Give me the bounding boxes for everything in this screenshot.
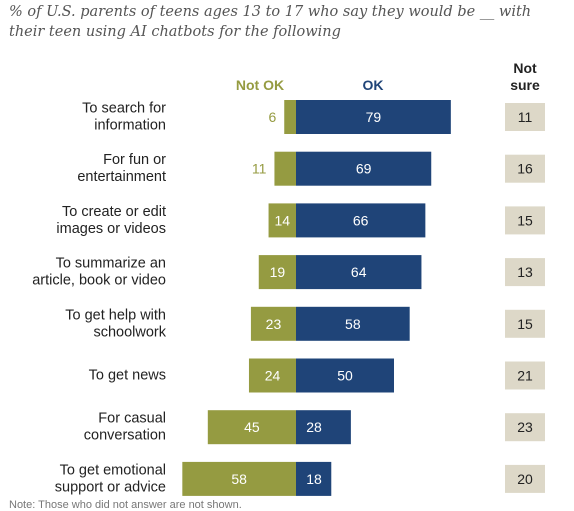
- category-label: To get help with: [65, 307, 166, 323]
- ok-bar: [296, 461, 332, 496]
- legend-label: sure: [510, 77, 540, 93]
- not-ok-value-label: 23: [266, 316, 282, 332]
- ok-value-label: 69: [356, 161, 372, 177]
- category-label: To search for: [82, 101, 166, 117]
- ok-bar: [296, 306, 410, 341]
- not-sure-value-label: 21: [517, 368, 533, 384]
- ok-value-label: 28: [306, 419, 322, 435]
- category-label: conversation: [84, 428, 166, 444]
- ok-value-label: 18: [306, 471, 322, 487]
- not-sure-value-label: 11: [518, 109, 533, 125]
- ok-bar: [296, 358, 394, 393]
- not-sure-box: [505, 258, 545, 287]
- not-ok-value-label: 58: [231, 471, 247, 487]
- category-label: support or advice: [55, 479, 166, 495]
- legend-label: Not OK: [236, 77, 284, 93]
- category-label: article, book or video: [32, 273, 166, 289]
- not-ok-bar: [182, 461, 296, 496]
- not-ok-value-label: 24: [265, 368, 281, 384]
- not-sure-box: [505, 154, 545, 183]
- chart-subtitle: % of U.S. parents of teens ages 13 to 17…: [9, 4, 532, 40]
- ok-bar: [296, 203, 426, 238]
- ok-bar: [296, 255, 422, 290]
- legend-label: OK: [363, 77, 384, 93]
- not-sure-box: [505, 206, 545, 235]
- ok-value-label: 79: [366, 109, 382, 125]
- not-sure-value-label: 16: [517, 161, 533, 177]
- category-label: images or videos: [56, 221, 166, 237]
- ok-bar: [296, 151, 432, 186]
- not-ok-bar: [274, 151, 296, 186]
- category-label: information: [94, 118, 166, 134]
- not-ok-bar: [250, 306, 296, 341]
- ok-bar: [296, 410, 351, 445]
- not-sure-box: [505, 413, 545, 442]
- not-ok-value-label: 45: [244, 419, 260, 435]
- category-label: To create or edit: [62, 204, 166, 220]
- not-ok-bar: [268, 203, 296, 238]
- not-ok-value-label: 19: [270, 264, 286, 280]
- ok-value-label: 58: [345, 316, 361, 332]
- not-ok-value-label: 11: [252, 161, 267, 177]
- legend-label: Not: [513, 60, 537, 76]
- not-ok-value-label: 6: [268, 109, 276, 125]
- not-sure-value-label: 20: [517, 471, 533, 487]
- ok-bar: [296, 100, 451, 134]
- category-label: For fun or: [103, 152, 166, 168]
- category-label: To get news: [89, 368, 166, 384]
- not-sure-box: [505, 361, 545, 390]
- category-label: schoolwork: [93, 324, 166, 340]
- not-sure-value-label: 13: [517, 264, 533, 280]
- category-label: To summarize an: [56, 256, 166, 272]
- not-ok-bar: [284, 100, 296, 134]
- category-label: For casual: [98, 411, 166, 427]
- not-ok-bar: [258, 255, 296, 290]
- not-sure-value-label: 23: [517, 419, 533, 435]
- not-sure-box: [505, 103, 545, 131]
- category-label: To get emotional: [60, 462, 166, 478]
- not-sure-box: [505, 464, 545, 493]
- not-sure-value-label: 15: [517, 212, 533, 228]
- ok-value-label: 64: [351, 264, 367, 280]
- category-label: entertainment: [77, 169, 166, 185]
- not-sure-value-label: 15: [517, 316, 533, 332]
- not-ok-bar: [207, 410, 296, 445]
- ok-value-label: 50: [337, 368, 353, 384]
- not-sure-box: [505, 309, 545, 338]
- not-ok-value-label: 14: [274, 212, 290, 228]
- not-ok-bar: [248, 358, 296, 393]
- ok-value-label: 66: [353, 212, 369, 228]
- chart-note: Note: Those who did not answer are not s…: [9, 499, 242, 511]
